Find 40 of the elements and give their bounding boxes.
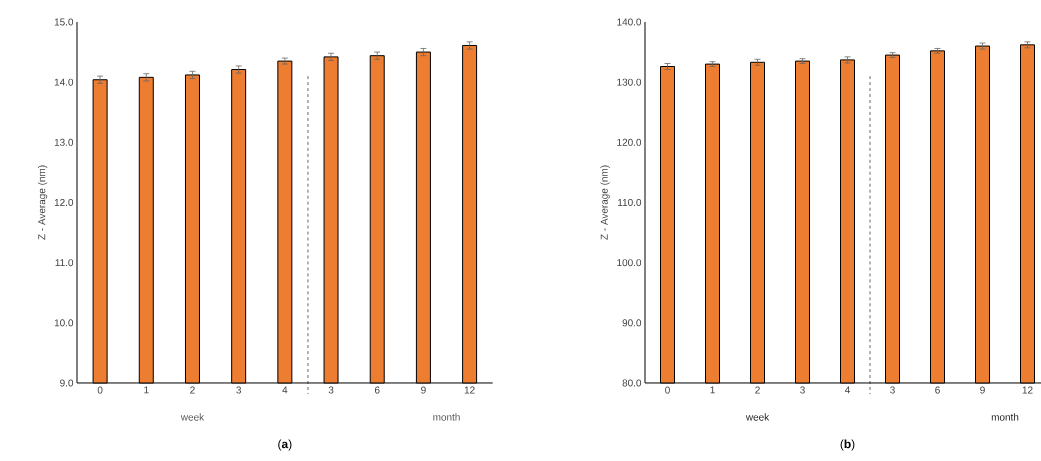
y-tick-label: 9.0 xyxy=(60,379,74,387)
x-tick-label: 1 xyxy=(144,386,149,394)
y-axis-title: Z - Average (nm) xyxy=(600,165,610,240)
text: week xyxy=(180,413,205,421)
y-tick-label: 13.0 xyxy=(54,138,74,146)
x-tick-label: 2 xyxy=(190,386,195,394)
y-axis-title: Z - Average (nm) xyxy=(37,165,48,240)
x-tick-label: 0 xyxy=(665,386,670,394)
x-tick-label: 9 xyxy=(421,386,426,394)
x-tick-label: 3 xyxy=(328,386,334,394)
x-tick-label: 6 xyxy=(374,386,380,394)
y-tick-label: 15.0 xyxy=(54,18,74,26)
text: (a) xyxy=(278,439,292,451)
y-tick-label: 110.0 xyxy=(618,198,642,207)
text: month xyxy=(991,413,1019,421)
y-tick-label: 10.0 xyxy=(54,319,74,327)
x-tick-label: 6 xyxy=(935,386,940,394)
x-tick-label: 2 xyxy=(755,386,760,394)
y-tick-label: 130.0 xyxy=(617,78,642,86)
x-tick-label: 3 xyxy=(800,386,805,394)
x-tick-label: 12 xyxy=(464,386,475,394)
text: week xyxy=(745,413,770,421)
x-tick-label: 4 xyxy=(282,386,288,394)
y-tick-label: 12.0 xyxy=(54,198,74,207)
x-tick-label: 1 xyxy=(710,386,715,394)
y-tick-label: 140.0 xyxy=(617,18,642,26)
y-tick-label: 90.0 xyxy=(622,319,642,327)
text: (b) xyxy=(840,439,855,451)
x-tick-label: 9 xyxy=(980,386,985,394)
y-tick-label: 100.0 xyxy=(617,259,642,267)
text: month xyxy=(433,413,460,421)
x-tick-label: 3 xyxy=(890,386,895,394)
x-tick-label: 0 xyxy=(97,386,103,394)
y-tick-label: 80.0 xyxy=(622,379,642,387)
y-tick-label: 11.0 xyxy=(55,259,74,267)
x-tick-label: 4 xyxy=(844,386,850,394)
y-tick-label: 14.0 xyxy=(54,78,74,86)
x-tick-label: 3 xyxy=(236,386,242,394)
y-tick-label: 120.0 xyxy=(617,138,642,146)
x-tick-label: 12 xyxy=(1022,386,1033,394)
